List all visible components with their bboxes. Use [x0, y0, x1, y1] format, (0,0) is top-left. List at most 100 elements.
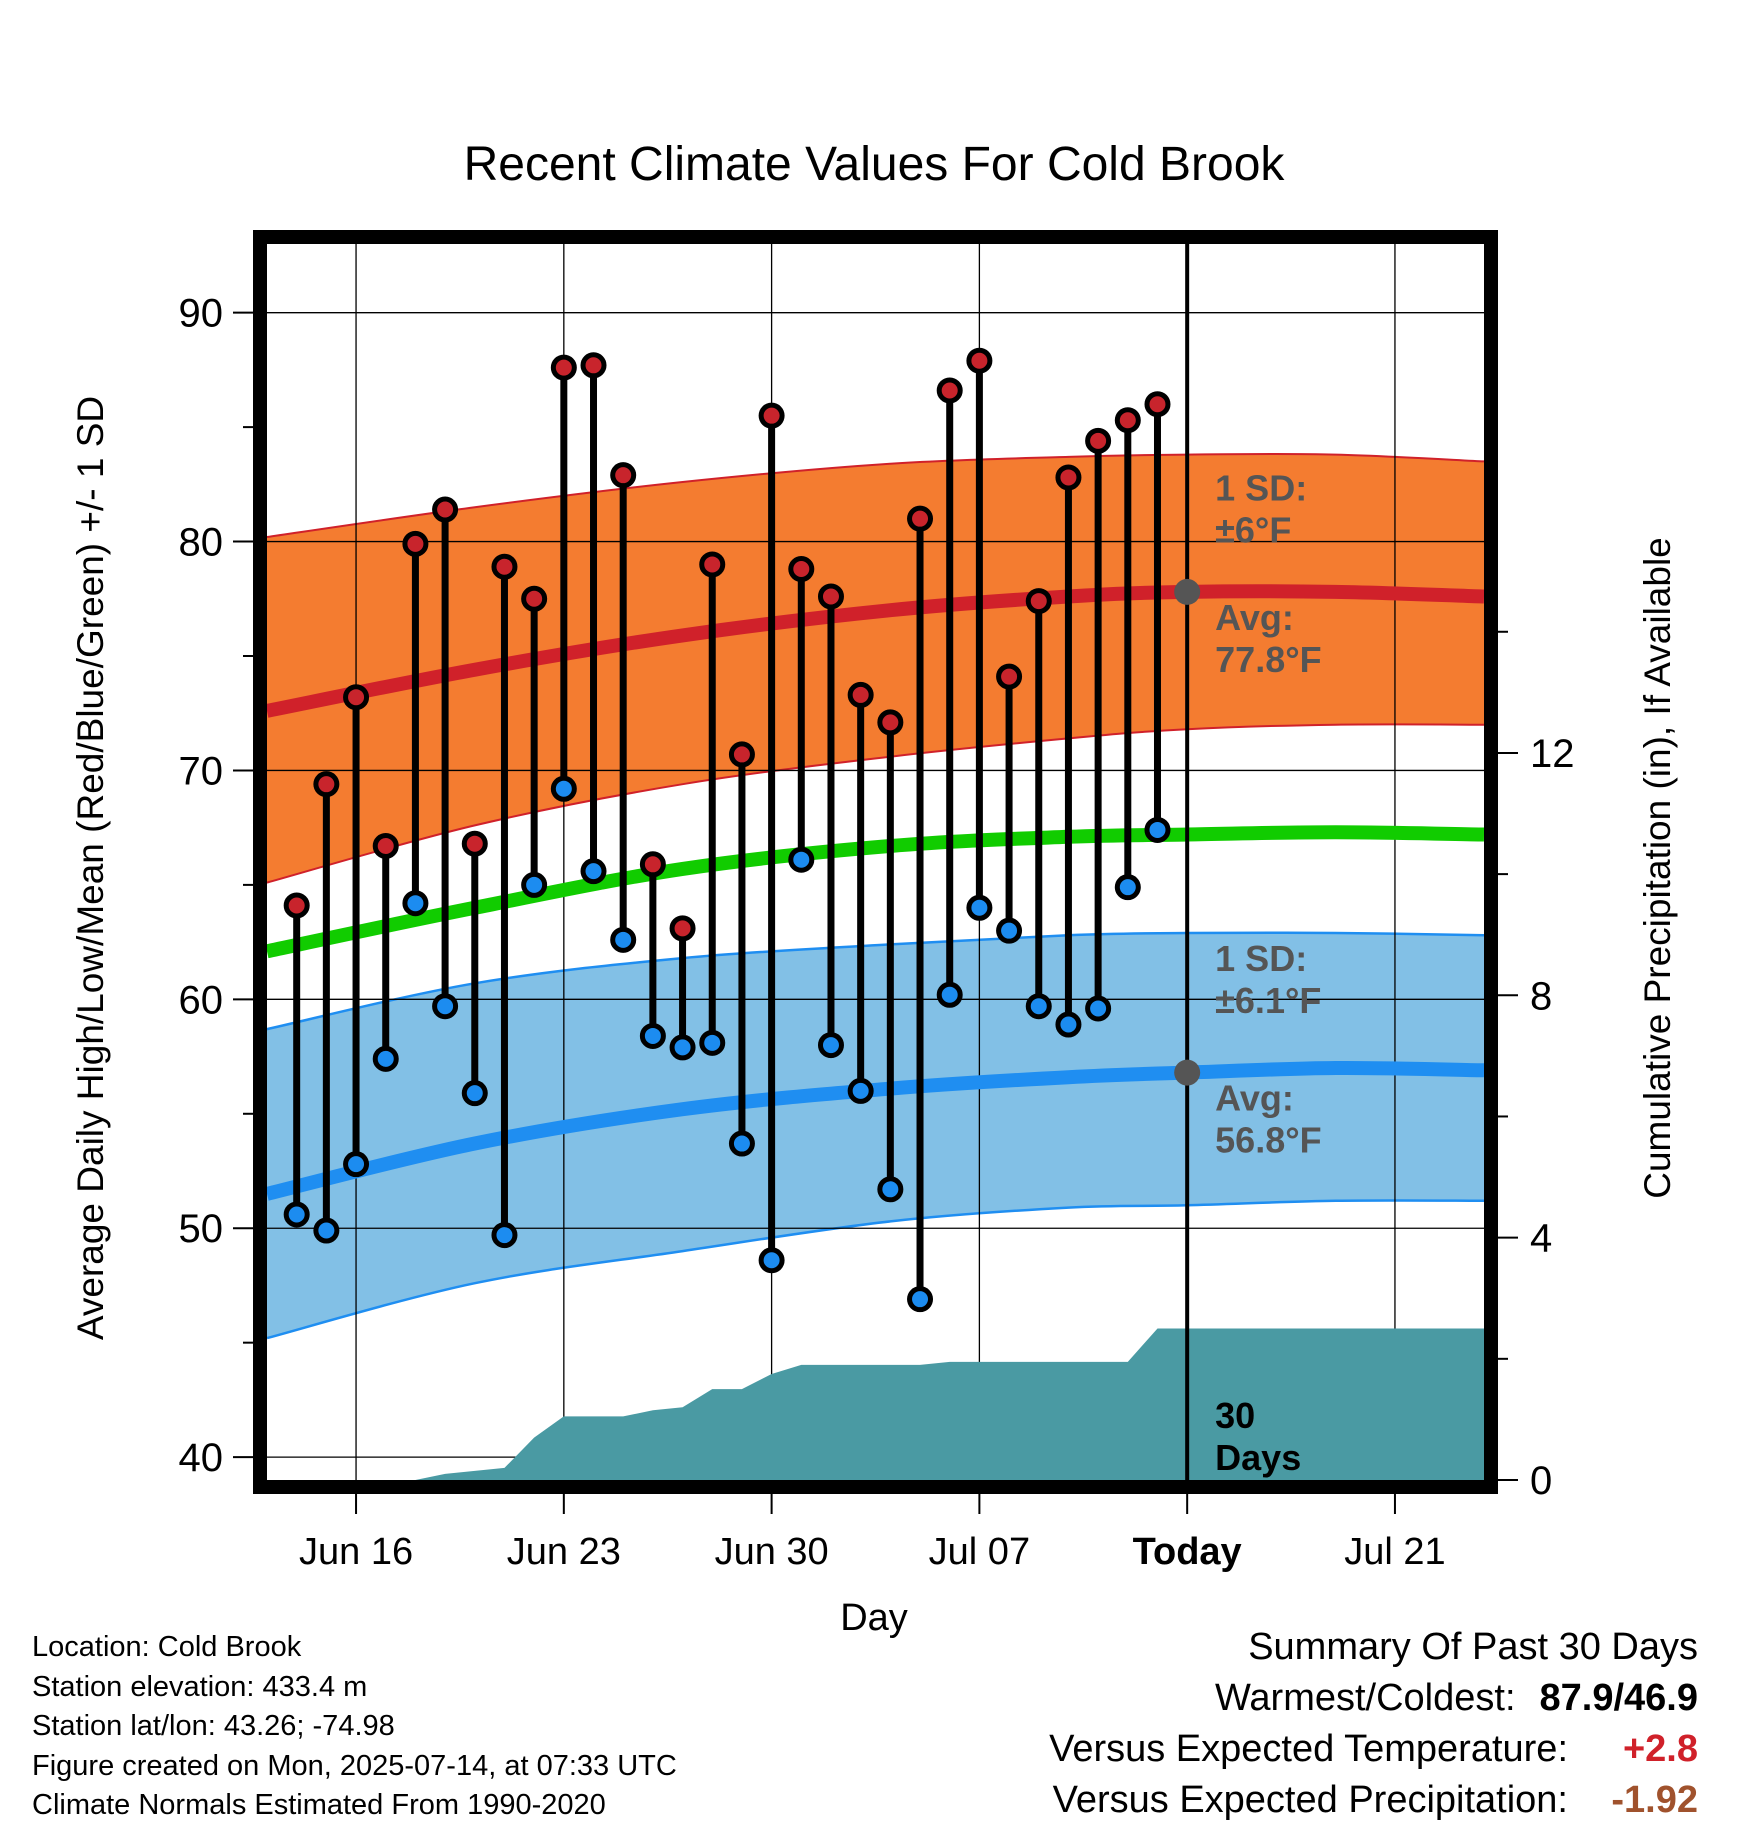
grid-lines [267, 244, 1484, 1480]
precip-departure-row: Versus Expected Precipitation: -1.92 [1049, 1775, 1698, 1826]
daily-high-point [847, 681, 874, 708]
temp-departure-value: +2.8 [1622, 1728, 1698, 1770]
daily-low-point [996, 917, 1023, 944]
warmest-coldest-label: Warmest/Coldest: [1214, 1677, 1516, 1719]
daily-high-point [699, 551, 726, 578]
station-info: Location: Cold Brook Station elevation: … [32, 1628, 677, 1826]
daily-high-point [728, 741, 755, 768]
daily-low-point [313, 1217, 340, 1244]
daily-high-point [639, 851, 666, 878]
daily-high-point [491, 553, 518, 580]
daily-high-point [343, 684, 370, 711]
daily-high-point [461, 830, 488, 857]
daily-high-point [907, 505, 934, 532]
summary-panel: Summary Of Past 30 Days Warmest/Coldest:… [1049, 1622, 1698, 1826]
daily-high-point [313, 771, 340, 798]
daily-low-point [1025, 993, 1052, 1020]
daily-low-point [432, 993, 459, 1020]
daily-high-point [877, 709, 904, 736]
x-tick-label: Jun 23 [507, 1531, 621, 1573]
y-tick-label: 70 [179, 749, 224, 793]
daily-high-point [1085, 427, 1112, 454]
daily-high-point [996, 663, 1023, 690]
precip-departure-value: -1.92 [1611, 1779, 1698, 1821]
daily-high-point [610, 462, 637, 489]
daily-low-point [877, 1176, 904, 1203]
elevation-text: Station elevation: 433.4 m [32, 1670, 368, 1703]
daily-low-point [1055, 1011, 1082, 1038]
low-sd-lower-edge [266, 1199, 1485, 1340]
y2-tick-label: 8 [1530, 974, 1552, 1018]
daily-low-point [521, 871, 548, 898]
precip-departure-label: Versus Expected Precipitation: [1052, 1779, 1568, 1821]
summary-title: Summary Of Past 30 Days [1248, 1626, 1698, 1668]
daily-low-point [966, 894, 993, 921]
daily-low-point [610, 926, 637, 953]
high-sd-band [267, 453, 1484, 883]
daily-high-point [521, 585, 548, 612]
warmest-coldest-value: 87.9/46.9 [1539, 1677, 1698, 1719]
y-tick-label: 50 [179, 1207, 224, 1251]
x-tick-label: Today [1133, 1531, 1242, 1573]
daily-high-point [1144, 391, 1171, 418]
daily-low-point [639, 1022, 666, 1049]
normals-text: Climate Normals Estimated From 1990-2020 [32, 1789, 606, 1821]
daily-low-point [699, 1029, 726, 1056]
location-text: Location: Cold Brook [32, 1631, 302, 1663]
daily-high-point [788, 556, 815, 583]
normal-low-line [265, 1060, 1485, 1201]
plot-frame [253, 230, 1498, 1494]
daily-high-point [372, 832, 399, 859]
warmest-coldest-row: Warmest/Coldest: 87.9/46.9 [1049, 1673, 1698, 1724]
daily-low-point [580, 858, 607, 885]
daily-low-point [550, 775, 577, 802]
daily-high-point [550, 354, 577, 381]
y2-tick-label: 4 [1530, 1217, 1552, 1261]
daily-low-point [907, 1286, 934, 1313]
daily-low-point [461, 1080, 488, 1107]
y-tick-label: 60 [179, 978, 224, 1022]
daily-low-point [847, 1077, 874, 1104]
daily-low-point [491, 1222, 518, 1249]
daily-low-point [758, 1247, 785, 1274]
high-sd-label: 1 SD: [1215, 468, 1307, 509]
daily-high-point [758, 402, 785, 429]
daily-low-point [1114, 874, 1141, 901]
daily-high-point [669, 915, 696, 942]
high-sd-lower-edge [266, 723, 1485, 884]
daily-low-point [788, 846, 815, 873]
daily-low-point [1085, 995, 1112, 1022]
x-tick-label: Jul 07 [929, 1531, 1030, 1573]
normal-high-line [265, 584, 1485, 718]
chart-title: Recent Climate Values For Cold Brook [464, 138, 1286, 191]
low-avg-label: Avg: [1215, 1078, 1294, 1119]
y2-tick-label: 0 [1530, 1459, 1552, 1503]
plot-border [253, 230, 1498, 1494]
daily-low-point [372, 1045, 399, 1072]
low-sd-upper-edge [266, 931, 1485, 1031]
normal-mean-line [265, 825, 1485, 959]
today-low-avg-marker [1174, 1059, 1201, 1086]
today-high-avg-marker [1174, 578, 1201, 605]
low-sd-label: 1 SD: [1215, 938, 1307, 979]
daily-high-point [432, 496, 459, 523]
temp-departure-label: Versus Expected Temperature: [1049, 1728, 1568, 1770]
latlon-text: Station lat/lon: 43.26; -74.98 [32, 1710, 395, 1742]
daily-low-point [936, 981, 963, 1008]
daily-high-point [1114, 407, 1141, 434]
daily-low-point [1144, 816, 1171, 843]
y-tick-label: 80 [179, 521, 224, 565]
x-tick-label: Jul 21 [1344, 1531, 1445, 1573]
daily-high-point [966, 347, 993, 374]
y2-tick-label: 12 [1530, 732, 1575, 776]
daily-low-point [817, 1032, 844, 1059]
y-axis-label: Average Daily High/Low/Mean (Red/Blue/Gr… [70, 396, 111, 1340]
x-axis-label: Day [840, 1597, 908, 1639]
daily-high-point [1055, 464, 1082, 491]
high-avg-value: 77.8°F [1215, 639, 1321, 680]
daily-low-point [669, 1034, 696, 1061]
y2-axis-label: Cumulative Precipitation (in), If Availa… [1637, 537, 1678, 1199]
daily-low-point [728, 1130, 755, 1157]
